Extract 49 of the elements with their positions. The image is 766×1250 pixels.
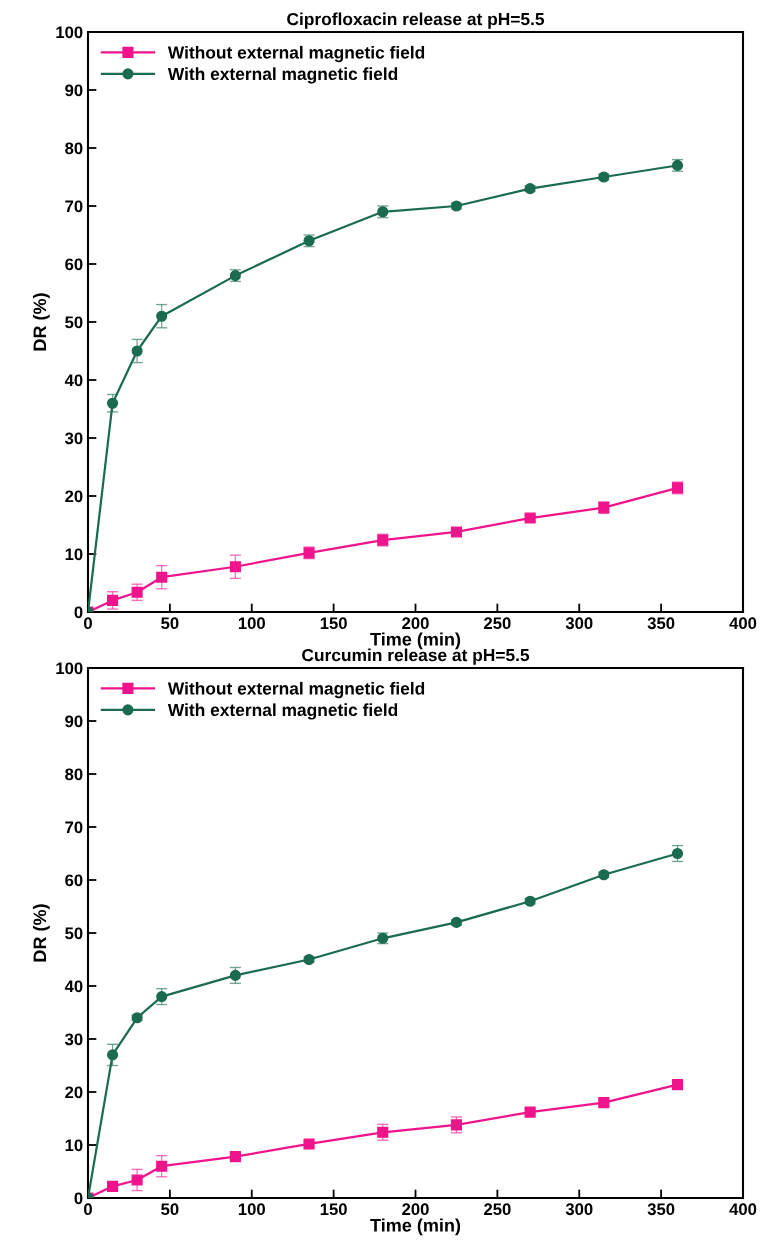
x-tick-label: 200	[402, 1203, 429, 1216]
y-tick-label: 70	[65, 200, 83, 213]
y-tick-label: 20	[65, 1086, 83, 1099]
x-tick-label: 250	[484, 617, 511, 630]
y-tick-label: 0	[74, 606, 83, 619]
legend-label: With external magnetic field	[167, 703, 398, 720]
y-tick-label: 30	[64, 1033, 83, 1046]
y-tick-label: 80	[65, 142, 83, 155]
x-tick-label: 0	[84, 617, 92, 630]
y-tick-label: 80	[65, 768, 83, 781]
x-tick-label: 50	[161, 617, 179, 630]
x-tick-label: 150	[320, 1203, 347, 1216]
y-tick-label: 50	[65, 316, 83, 329]
x-tick-label: 100	[238, 617, 265, 630]
x-tick-label: 250	[484, 1203, 511, 1216]
legend-label: Without external magnetic field	[167, 45, 425, 63]
x-tick-label: 200	[402, 617, 429, 630]
y-tick-label: 90	[65, 715, 83, 728]
y-tick-label: 60	[65, 874, 83, 887]
chart-title: Curcumin release at pH=5.5	[302, 648, 530, 665]
x-tick-label: 300	[565, 617, 593, 630]
y-tick-label: 100	[56, 26, 83, 39]
y-axis-title: DR (%)	[32, 293, 50, 351]
y-tick-label: 10	[65, 1139, 83, 1152]
x-tick-label: 300	[565, 1203, 593, 1216]
x-tick-label: 350	[647, 1203, 675, 1216]
legend-label: Without external magnetic field	[167, 681, 425, 699]
chart-title: Ciprofloxacin release at pH=5.5	[287, 12, 545, 29]
x-tick-label: 400	[729, 617, 757, 630]
y-tick-label: 10	[65, 548, 83, 561]
y-tick-label: 90	[65, 84, 83, 97]
y-tick-label: 30	[64, 432, 83, 445]
x-tick-label: 100	[238, 1203, 265, 1216]
legend-label: With external magnetic field	[167, 67, 398, 84]
y-tick-label: 70	[65, 821, 83, 834]
y-tick-label: 100	[56, 662, 83, 675]
x-tick-label: 400	[729, 1203, 757, 1216]
y-axis-title: DR (%)	[32, 904, 50, 962]
y-tick-label: 40	[64, 374, 83, 387]
y-tick-label: 20	[65, 490, 83, 503]
x-tick-label: 0	[84, 1203, 92, 1216]
x-axis-title: Time (min)	[370, 1218, 461, 1236]
x-tick-label: 50	[161, 1203, 179, 1216]
y-tick-label: 50	[65, 927, 83, 940]
x-tick-label: 150	[320, 617, 347, 630]
y-tick-label: 40	[64, 980, 83, 993]
x-tick-label: 350	[647, 617, 675, 630]
y-tick-label: 60	[65, 258, 83, 271]
y-tick-label: 0	[74, 1192, 83, 1205]
